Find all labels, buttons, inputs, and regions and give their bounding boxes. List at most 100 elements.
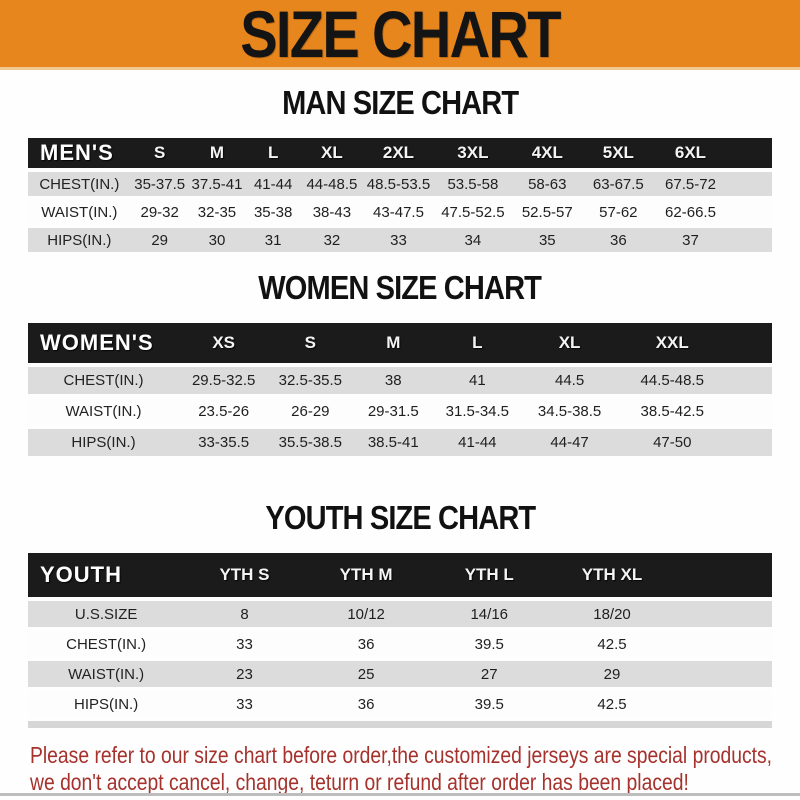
youth-column-header: YTH M	[339, 565, 393, 584]
youth-header-spacer	[673, 553, 772, 597]
men-cell-value: 52.5-57	[521, 203, 573, 221]
women-cell-value: 23.5-26	[198, 403, 250, 420]
youth-cell-value: 8	[240, 605, 249, 623]
women-row-label: WAIST(IN.)	[65, 403, 142, 420]
women-cell-value: 44.5	[554, 372, 585, 389]
men-table-row: CHEST(IN.) 35-37.5 37.5-41 41-44 44-48.5 48.5…	[28, 172, 772, 196]
men-column-header: XL	[321, 143, 343, 162]
men-cell-value: 67.5-72	[665, 175, 716, 193]
women-cell-value: 41	[468, 372, 486, 389]
men-section-heading: MAN SIZE CHART	[0, 86, 800, 120]
men-header-spacer	[727, 138, 772, 168]
women-cell-value: 33-35.5	[198, 434, 250, 451]
youth-cell-value: 39.5	[474, 695, 504, 713]
men-header-row: MEN'S S M L XL 2XL 3XL 4XL 5XL 6XL	[28, 138, 772, 168]
women-table-row: HIPS(IN.) 33-35.5 35.5-38.5 38.5-41 41-44 44-…	[28, 429, 772, 456]
women-cell-value: 44-47	[550, 434, 589, 451]
men-cell-value: 38-43	[312, 203, 352, 221]
men-column-header: M	[209, 143, 225, 162]
men-row-label: HIPS(IN.)	[47, 231, 112, 249]
youth-header-row: YOUTH YTH S YTH M YTH L YTH XL	[28, 553, 772, 597]
youth-row-label: WAIST(IN.)	[68, 665, 145, 683]
women-section-heading: WOMEN SIZE CHART	[0, 271, 800, 305]
women-cell-value: 44.5-48.5	[640, 372, 704, 389]
youth-row-label: U.S.SIZE	[74, 605, 138, 623]
men-cell-value: 37	[682, 231, 699, 249]
men-cell-value: 35	[538, 231, 556, 249]
men-table-row: HIPS(IN.) 29 30 31 32 33 34 35 36 37	[28, 228, 772, 252]
women-cell-value: 38.5-41	[367, 434, 419, 451]
women-column-header: L	[472, 333, 483, 352]
youth-cell-value: 14/16	[470, 605, 509, 623]
youth-column-header: YTH XL	[581, 565, 643, 584]
women-size-table: WOMEN'S XS S M L XL XXL CHEST(IN.) 29.5-32.5 32.…	[28, 319, 772, 460]
men-row-spacer	[727, 172, 772, 196]
men-cell-value: 34	[464, 231, 482, 249]
women-header-row: WOMEN'S XS S M L XL XXL	[28, 323, 772, 363]
footer-line-1: Please refer to our size chart before or…	[30, 742, 773, 768]
men-cell-value: 30	[208, 231, 226, 249]
men-column-header: 5XL	[602, 143, 634, 162]
women-cell-value: 47-50	[653, 434, 692, 451]
women-header-spacer	[726, 323, 772, 363]
women-row-spacer	[726, 429, 772, 456]
women-table-label: WOMEN'S	[40, 330, 154, 355]
women-column-header: XS	[212, 333, 235, 352]
men-cell-value: 58-63	[528, 175, 567, 193]
youth-table-row: WAIST(IN.) 23 25 27 29	[28, 661, 772, 687]
women-section-heading-text: WOMEN SIZE CHART	[258, 269, 543, 306]
women-row-spacer	[726, 367, 772, 394]
women-cell-value: 26-29	[291, 403, 330, 420]
youth-cell-value: 42.5	[597, 635, 627, 653]
men-cell-value: 47.5-52.5	[441, 203, 505, 221]
youth-section-heading: YOUTH SIZE CHART	[0, 501, 800, 535]
page-bottom-divider	[0, 793, 800, 796]
men-column-header: 3XL	[457, 143, 489, 162]
men-table-row: WAIST(IN.) 29-32 32-35 35-38 38-43 43-47.5 47.…	[28, 200, 772, 224]
youth-row-label: HIPS(IN.)	[74, 695, 139, 713]
women-table-row: WAIST(IN.) 23.5-26 26-29 29-31.5 31.5-34.5 34…	[28, 398, 772, 425]
men-row-spacer	[727, 200, 772, 224]
women-column-header: XL	[558, 333, 581, 352]
women-cell-value: 41-44	[458, 434, 497, 451]
youth-cell-value: 23	[236, 665, 253, 683]
size-chart-title: SIZE CHART	[240, 0, 561, 71]
men-cell-value: 57-62	[599, 203, 638, 221]
youth-section-heading-text: YOUTH SIZE CHART	[265, 499, 536, 536]
women-cell-value: 29.5-32.5	[191, 372, 256, 389]
youth-column-header: YTH L	[464, 565, 514, 584]
youth-table-bottom-strip	[28, 721, 772, 728]
youth-cell-value: 27	[480, 665, 498, 683]
youth-cell-value: 33	[236, 695, 253, 713]
youth-row-spacer	[673, 661, 772, 687]
youth-column-header: YTH S	[219, 565, 270, 584]
men-cell-value: 43-47.5	[373, 203, 424, 221]
men-cell-value: 53.5-58	[447, 175, 499, 193]
women-cell-value: 35.5-38.5	[278, 434, 343, 451]
women-cell-value: 34.5-38.5	[537, 403, 602, 420]
youth-cell-value: 10/12	[347, 605, 385, 623]
youth-row-spacer	[673, 631, 772, 657]
youth-row-spacer	[673, 601, 772, 627]
men-cell-value: 35-37.5	[134, 175, 186, 193]
youth-cell-value: 42.5	[597, 695, 627, 713]
women-cell-value: 38	[384, 372, 402, 389]
men-row-label: WAIST(IN.)	[41, 203, 118, 221]
youth-table-row: HIPS(IN.) 33 36 39.5 42.5	[28, 691, 772, 717]
men-cell-value: 31	[264, 231, 282, 249]
footer-disclaimer: Please refer to our size chart before or…	[0, 742, 800, 796]
youth-cell-value: 36	[357, 695, 375, 713]
women-cell-value: 29-31.5	[367, 403, 419, 420]
youth-cell-value: 29	[603, 665, 621, 683]
youth-cell-value: 36	[357, 635, 375, 653]
men-cell-value: 32	[323, 231, 341, 249]
men-column-header: 2XL	[382, 143, 415, 162]
women-column-header: M	[386, 333, 401, 352]
youth-table-row: CHEST(IN.) 33 36 39.5 42.5	[28, 631, 772, 657]
men-column-header: L	[267, 143, 279, 162]
men-cell-value: 62-66.5	[665, 203, 716, 221]
youth-row-label: CHEST(IN.)	[66, 635, 147, 653]
youth-cell-value: 25	[357, 665, 375, 683]
women-row-label: HIPS(IN.)	[71, 434, 136, 451]
